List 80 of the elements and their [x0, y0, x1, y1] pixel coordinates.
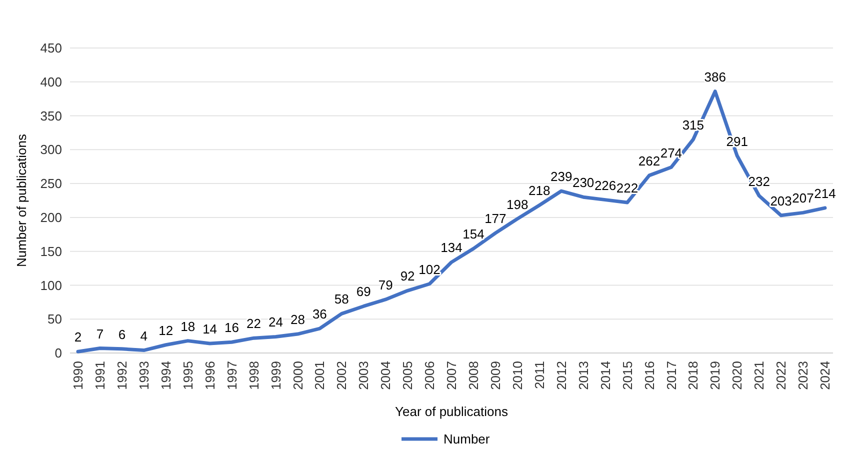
- x-tick-label: 2012: [554, 361, 569, 390]
- data-label: 24: [268, 314, 283, 330]
- x-tick-label: 1990: [70, 361, 86, 390]
- data-label: 134: [440, 240, 462, 256]
- x-tick-label: 1994: [158, 361, 174, 390]
- data-label: 154: [462, 226, 484, 242]
- y-tick-label: 400: [40, 74, 62, 90]
- data-label: 177: [484, 211, 506, 226]
- data-label: 218: [528, 183, 550, 198]
- x-tick-label: 2003: [356, 361, 372, 390]
- x-tick-label: 1995: [180, 361, 196, 390]
- y-axis-title: Number of publications: [14, 134, 29, 267]
- data-label: 6: [118, 326, 126, 342]
- x-tick-label: 2022: [774, 361, 789, 390]
- x-tick-label: 2008: [466, 361, 482, 390]
- x-tick-label: 2002: [334, 361, 350, 390]
- x-tick-label: 2000: [290, 361, 306, 390]
- data-label: 92: [400, 268, 415, 284]
- data-label: 4: [140, 328, 148, 344]
- x-tick-label: 2015: [620, 361, 635, 390]
- data-label: 14: [202, 322, 218, 337]
- x-tick-label: 2009: [488, 361, 503, 390]
- x-tick-label: 2006: [422, 361, 438, 390]
- x-tick-label: 1991: [92, 361, 108, 390]
- y-tick-label: 0: [54, 346, 62, 361]
- x-tick-label: 2005: [400, 361, 416, 390]
- x-axis-title: Year of publications: [395, 404, 508, 419]
- x-tick-label: 2018: [686, 361, 701, 390]
- x-tick-label: 2019: [708, 361, 723, 390]
- x-tick-label: 2004: [378, 361, 394, 390]
- x-tick-label: 2024: [818, 361, 833, 390]
- x-tick-label: 2001: [312, 361, 328, 390]
- y-tick-label: 100: [40, 278, 62, 293]
- x-tick-label: 2013: [576, 361, 591, 390]
- x-tick-label: 1997: [224, 361, 240, 390]
- data-label: 386: [704, 69, 726, 84]
- y-tick-label: 450: [40, 40, 62, 56]
- data-label: 36: [312, 306, 327, 322]
- data-label: 239: [550, 169, 572, 184]
- data-label: 207: [792, 190, 814, 206]
- data-label: 12: [158, 322, 174, 338]
- data-label: 203: [770, 193, 792, 208]
- y-tick-label: 200: [40, 210, 62, 225]
- data-label: 7: [96, 326, 104, 342]
- data-label: 102: [418, 262, 440, 277]
- y-tick-label: 300: [40, 142, 62, 158]
- x-tick-label: 2010: [510, 361, 525, 390]
- x-tick-label: 2016: [642, 361, 657, 390]
- x-tick-label: 2014: [598, 361, 613, 390]
- y-tick-label: 150: [40, 244, 62, 259]
- data-label: 69: [356, 284, 371, 300]
- x-tick-label: 2007: [444, 361, 460, 390]
- x-tick-label: 1999: [268, 361, 284, 390]
- data-label: 18: [180, 318, 196, 334]
- x-tick-label: 2021: [752, 361, 767, 390]
- data-label: 274: [660, 145, 682, 160]
- legend-label: Number: [444, 432, 490, 447]
- x-tick-label: 1992: [114, 361, 130, 390]
- data-label: 79: [378, 277, 393, 292]
- y-tick-label: 250: [40, 176, 62, 192]
- data-label: 22: [246, 316, 261, 332]
- x-tick-label: 2017: [664, 361, 679, 390]
- x-tick-label: 1993: [136, 361, 152, 390]
- data-label: 16: [224, 320, 240, 336]
- x-tick-label: 1996: [202, 361, 218, 390]
- x-tick-label: 1998: [246, 361, 262, 390]
- y-tick-label: 350: [40, 108, 62, 124]
- data-label: 28: [290, 312, 305, 328]
- data-label: 222: [616, 180, 638, 196]
- data-label: 226: [594, 178, 616, 193]
- data-label: 230: [572, 175, 594, 190]
- data-label: 2: [74, 330, 82, 345]
- data-label: 214: [814, 186, 836, 201]
- x-tick-label: 2020: [730, 361, 745, 390]
- x-tick-label: 2011: [532, 361, 547, 389]
- x-tick-label: 2023: [796, 361, 811, 390]
- data-label: 262: [638, 153, 660, 168]
- data-label: 198: [506, 196, 528, 212]
- data-label: 58: [334, 292, 349, 307]
- y-tick-label: 50: [48, 312, 62, 327]
